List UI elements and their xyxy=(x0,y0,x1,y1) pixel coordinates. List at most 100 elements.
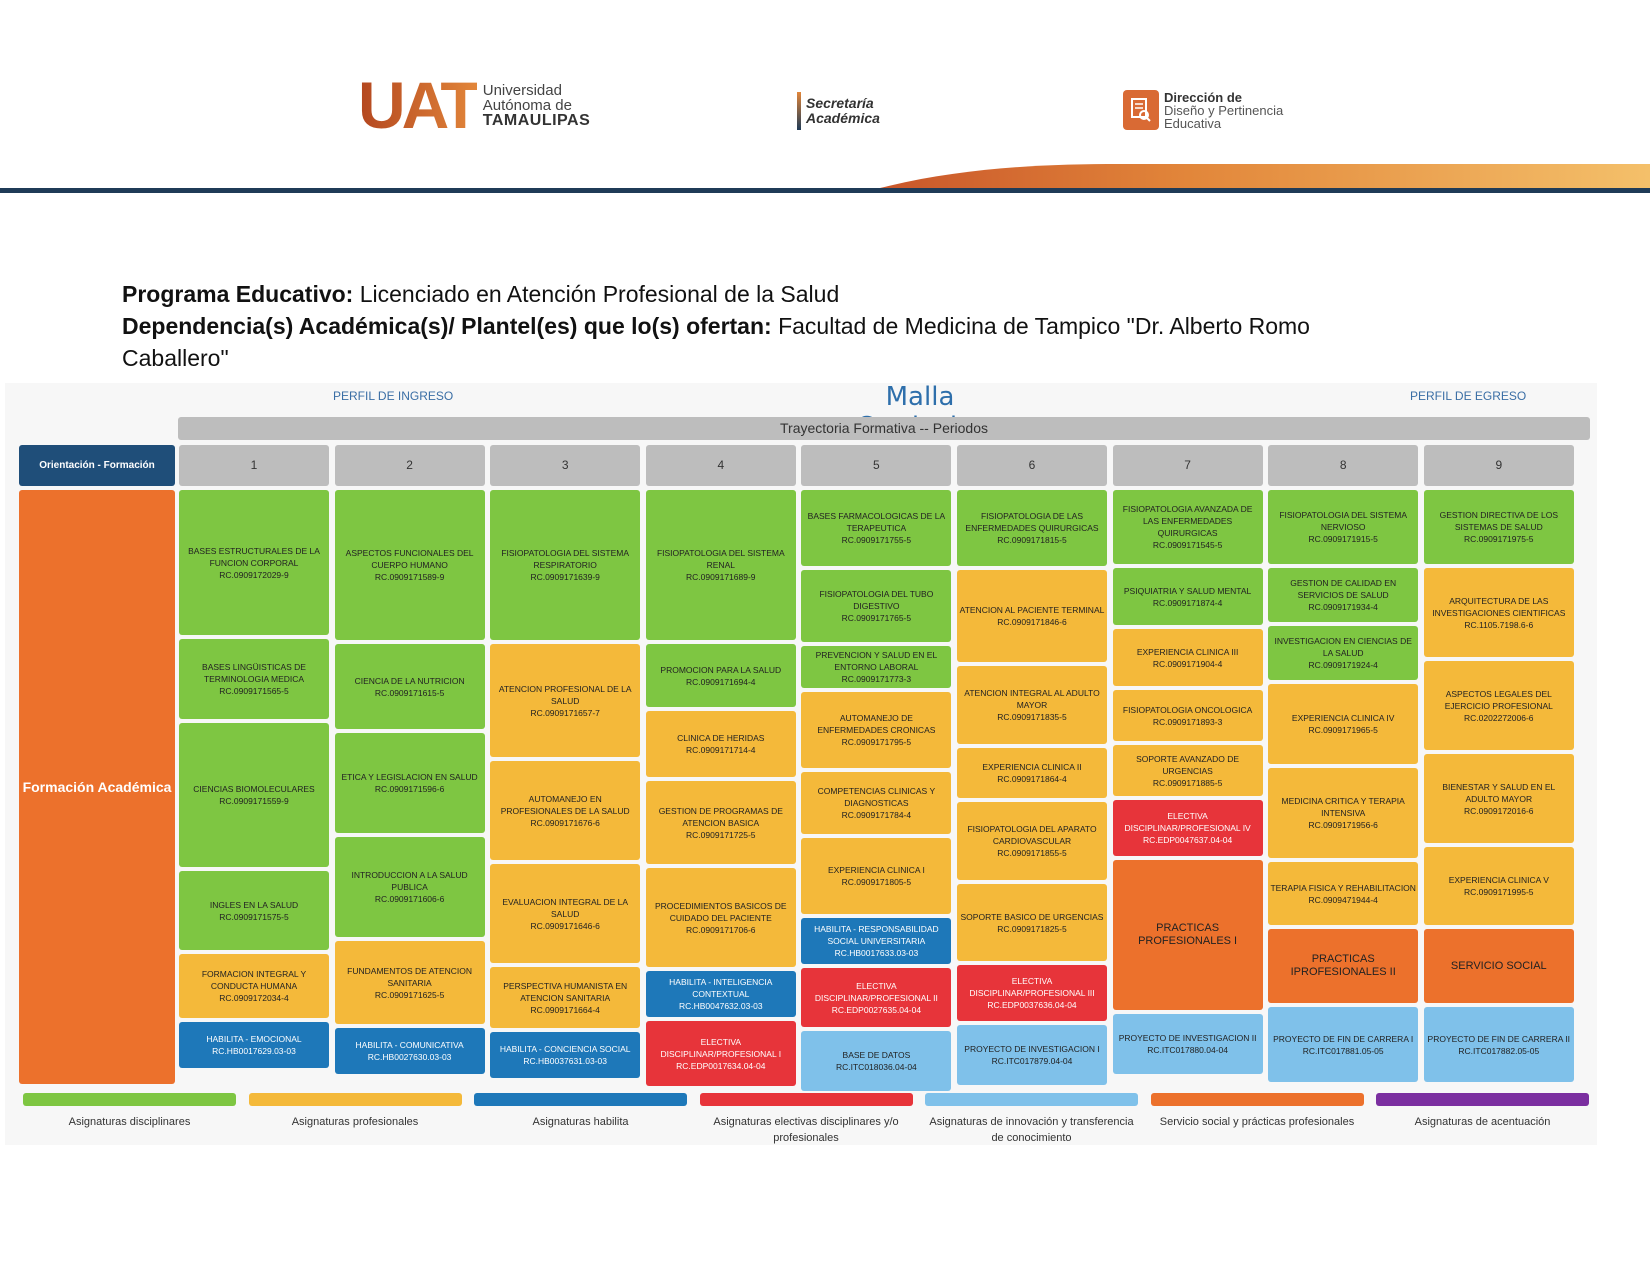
course-name: PERSPECTIVA HUMANISTA EN ATENCION SANITA… xyxy=(503,980,628,1003)
course-code: RC.0909171874-4 xyxy=(1152,597,1223,608)
course-code: RC.0909171559-9 xyxy=(219,796,289,806)
course-name: SOPORTE BASICO DE URGENCIAS xyxy=(960,911,1104,922)
secretaria-logo: Secretaría Académica xyxy=(797,92,880,130)
course-cell: PSIQUIATRIA Y SALUD MENTAL RC.0909171874-… xyxy=(1112,568,1263,625)
course-name: PSIQUIATRIA Y SALUD MENTAL xyxy=(1123,585,1252,596)
course-name: HABILITA - EMOCIONAL xyxy=(206,1034,302,1044)
course-cell: SOPORTE AVANZADO DE URGENCIAS RC.09091718… xyxy=(1112,745,1263,796)
course-cell: INVESTIGACION EN CIENCIAS DE LA SALUD RC.… xyxy=(1268,626,1419,680)
uat-line3: TAMAULIPAS xyxy=(482,111,591,129)
course-cell: BASES LINGÜISTICAS DE TERMINOLOGIA MEDIC… xyxy=(179,639,329,719)
course-code: RC.0909171606-6 xyxy=(374,894,445,904)
course-name: PRACTICAS PROFESIONALES I xyxy=(1138,922,1238,947)
formacion-academica-label: Formación Académica xyxy=(19,490,175,1084)
course-name: GESTION DE CALIDAD EN SERVICIOS DE SALUD xyxy=(1290,578,1397,600)
course-cell: FORMACION INTEGRAL Y CONDUCTA HUMANA RC.0… xyxy=(179,954,329,1018)
course-code: RC.0909171784-4 xyxy=(841,810,912,820)
course-code: RC.ITC018036.04-04 xyxy=(835,1062,917,1072)
course-cell: ELECTIVA DISCIPLINAR/PROFESIONAL IV RC.ED… xyxy=(1112,800,1263,856)
course-name: SOPORTE AVANZADO DE URGENCIAS xyxy=(1136,753,1240,776)
period-header-6: 6 xyxy=(957,445,1107,486)
course-name: EXPERIENCIA CLINICA V xyxy=(1448,875,1549,885)
course-code: RC.0909171956-6 xyxy=(1308,820,1378,830)
course-code: RC.ITC017881.05-05 xyxy=(1302,1045,1384,1056)
course-code: RC.0909171846-6 xyxy=(997,617,1067,627)
course-name: AUTOMANEJO DE ENFERMEDADES CRONICAS xyxy=(817,713,936,735)
course-cell: EXPERIENCIA CLINICA V RC.0909171995-5 xyxy=(1423,847,1574,925)
orientacion-header: Orientación - Formación xyxy=(19,445,175,486)
course-code: RC.0909171924-4 xyxy=(1308,660,1378,670)
course-name: EVALUACION INTEGRAL DE LA SALUD xyxy=(502,896,629,919)
course-name: PROYECTO DE FIN DE CARRERA II xyxy=(1427,1033,1571,1044)
course-code: RC.EDP0037636.04-04 xyxy=(987,1000,1077,1010)
course-code: RC.ITC017880.04-04 xyxy=(1147,1045,1228,1055)
legend-swatch xyxy=(1376,1093,1589,1106)
course-code: RC.HB0017629.03-03 xyxy=(212,1046,296,1056)
course-cell: HABILITA - CONCIENCIA SOCIAL RC.HB0037631… xyxy=(490,1032,641,1078)
course-code: RC.0909171689-9 xyxy=(686,572,756,582)
course-cell: EXPERIENCIA CLINICA IV RC.0909171965-5 xyxy=(1268,684,1419,764)
course-code: RC.0909171864-4 xyxy=(997,774,1067,784)
course-code: RC.0909171664-4 xyxy=(530,1004,600,1015)
course-name: HABILITA - RESPONSABILIDAD SOCIAL UNIVER… xyxy=(814,924,939,946)
course-name: CIENCIAS BIOMOLECULARES xyxy=(193,784,315,794)
course-name: ELECTIVA DISCIPLINAR/PROFESIONAL II xyxy=(814,980,938,1003)
direccion-logo: Dirección de Diseño y Pertinencia Educat… xyxy=(1123,90,1283,130)
course-name: FISIOPATOLOGIA DEL APARATO CARDIOVASCULA… xyxy=(967,824,1097,846)
course-code: RC.0909171694-4 xyxy=(686,676,756,687)
course-cell: BASES ESTRUCTURALES DE LA FUNCION CORPOR… xyxy=(179,490,329,635)
course-name: FISIOPATOLOGIA ONCOLOGICA xyxy=(1122,704,1253,715)
sec-line2: Académica xyxy=(806,110,880,126)
course-code: RC.0909171596-6 xyxy=(374,784,445,794)
dependencia-value: Facultad de Medicina de Tampico "Dr. Alb… xyxy=(122,313,1310,371)
course-name: AUTOMANEJO EN PROFESIONALES DE LA SALUD xyxy=(500,793,630,816)
course-cell: FISIOPATOLOGIA DEL APARATO CARDIOVASCULA… xyxy=(957,802,1107,880)
course-cell: ELECTIVA DISCIPLINAR/PROFESIONAL II RC.ED… xyxy=(801,968,952,1027)
course-name: INGLES EN LA SALUD xyxy=(209,899,299,910)
course-code: RC.0909171706-6 xyxy=(686,924,756,935)
course-name: GESTION DE PROGRAMAS DE ATENCION BASICA xyxy=(658,805,783,828)
course-code: RC.0909171915-5 xyxy=(1308,534,1378,544)
course-code: RC.ITC017882.05-05 xyxy=(1458,1045,1540,1056)
course-code: RC.0909171855-5 xyxy=(997,848,1067,858)
course-cell: PRACTICAS PROFESIONALES I xyxy=(1112,860,1263,1010)
course-name: ASPECTOS LEGALES DEL EJERCICIO PROFESION… xyxy=(1444,688,1553,711)
legend-label: Asignaturas de acentuación xyxy=(1414,1116,1551,1128)
course-name: CIENCIA DE LA NUTRICION xyxy=(354,675,465,686)
legend-label: Asignaturas electivas disciplinares y/o … xyxy=(713,1116,899,1144)
legend-swatch xyxy=(925,1093,1138,1106)
course-name: BASES ESTRUCTURALES DE LA FUNCION CORPOR… xyxy=(188,545,320,568)
course-cell: BASE DE DATOS RC.ITC018036.04-04 xyxy=(801,1031,952,1091)
course-cell: ELECTIVA DISCIPLINAR/PROFESIONAL III RC.E… xyxy=(957,965,1107,1021)
perfil-ingreso: PERFIL DE INGRESO xyxy=(333,389,454,403)
course-name: PROCEDIMIENTOS BASICOS DE CUIDADO DEL PA… xyxy=(654,900,787,923)
course-name: EXPERIENCIA CLINICA III xyxy=(1136,646,1239,657)
course-cell: INGLES EN LA SALUD RC.0909171575-5 xyxy=(179,871,329,950)
legend-swatch xyxy=(699,1093,913,1106)
course-name: SERVICIO SOCIAL xyxy=(1450,959,1547,972)
course-cell: ETICA Y LEGISLACION EN SALUD RC.090917159… xyxy=(334,733,485,833)
course-cell: EXPERIENCIA CLINICA III RC.0909171904-4 xyxy=(1112,629,1263,686)
course-name: BASE DE DATOS xyxy=(842,1050,911,1060)
dir-line1: Dirección de xyxy=(1164,89,1243,105)
course-cell: SERVICIO SOCIAL xyxy=(1423,929,1574,1003)
course-cell: ELECTIVA DISCIPLINAR/PROFESIONAL I RC.EDP… xyxy=(645,1021,796,1086)
course-name: PROYECTO DE FIN DE CARRERA I xyxy=(1273,1033,1414,1044)
course-cell: PREVENCION Y SALUD EN EL ENTORNO LABORAL… xyxy=(801,646,952,688)
uat-logo: UAT Universidad Autónoma de TAMAULIPAS xyxy=(358,72,591,138)
course-code: RC.0909171893-3 xyxy=(1152,716,1223,727)
course-cell: ASPECTOS LEGALES DEL EJERCICIO PROFESION… xyxy=(1423,661,1574,750)
period-header-3: 3 xyxy=(490,445,641,486)
course-cell: BIENESTAR Y SALUD EN EL ADULTO MAYOR RC.0… xyxy=(1423,754,1574,843)
document-search-icon xyxy=(1123,90,1159,130)
course-code: RC.0909171965-5 xyxy=(1308,725,1378,735)
course-name: ATENCION PROFESIONAL DE LA SALUD xyxy=(498,683,632,706)
course-cell: ASPECTOS FUNCIONALES DEL CUERPO HUMANO RC… xyxy=(334,490,485,640)
course-code: RC.HB0047632.03-03 xyxy=(678,1001,763,1011)
course-name: HABILITA - COMUNICATIVA xyxy=(355,1040,464,1050)
uat-logo-text: Universidad Autónoma de TAMAULIPAS xyxy=(482,83,591,129)
course-name: BASES FARMACOLOGICAS DE LA TERAPEUTICA xyxy=(807,511,946,533)
course-code: RC.0909171795-5 xyxy=(841,737,912,747)
course-code: RC.0909171676-6 xyxy=(530,817,600,828)
course-code: RC.0909471944-4 xyxy=(1308,894,1378,905)
